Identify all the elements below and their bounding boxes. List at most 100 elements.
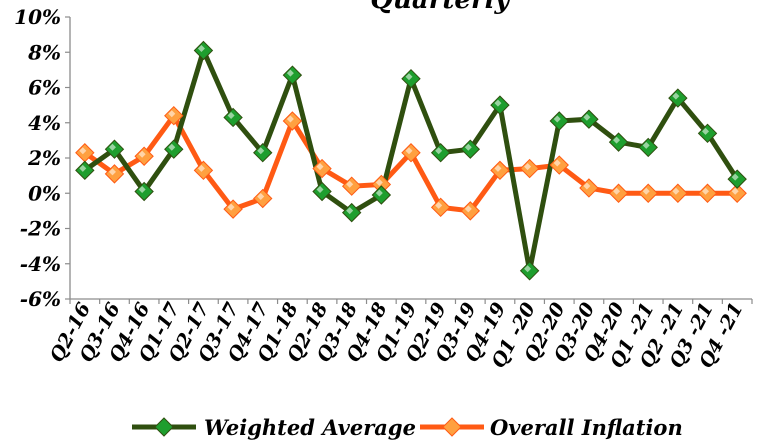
data-point-highlight	[672, 187, 680, 195]
data-point-0	[341, 202, 362, 223]
data-point-0	[549, 111, 569, 131]
data-point-highlight	[257, 193, 265, 201]
data-point-highlight	[405, 147, 413, 155]
data-point-0	[490, 95, 510, 115]
data-point-highlight	[524, 163, 532, 171]
data-point-1	[282, 111, 303, 131]
data-point-1	[638, 183, 658, 203]
data-point-1	[727, 183, 747, 203]
data-point-highlight	[731, 187, 739, 195]
data-point-1	[193, 160, 214, 181]
data-point-highlight	[286, 69, 294, 77]
data-point-highlight	[731, 173, 739, 181]
data-point-0	[430, 143, 451, 163]
data-point-highlight	[108, 143, 116, 151]
y-axis-labels: 10% 8% 6% 4% 2% 0% -2% -4% -6%	[14, 5, 61, 311]
data-point-highlight	[553, 159, 561, 167]
x-axis-labels: Q2-16Q3-16Q4-16Q1-17Q2-17Q3-17Q4-17Q1-18…	[46, 299, 748, 372]
data-point-highlight	[642, 187, 650, 195]
data-point-highlight	[375, 189, 383, 197]
data-point-highlight	[79, 164, 87, 172]
data-point-1	[312, 158, 332, 179]
data-point-highlight	[108, 168, 116, 176]
legend-marker-0	[154, 417, 174, 437]
data-point-highlight	[613, 187, 621, 195]
chart-axes	[65, 16, 753, 304]
data-point-1	[668, 183, 688, 203]
data-point-1	[430, 197, 451, 218]
data-point-1	[223, 199, 243, 219]
data-point-1	[401, 143, 421, 163]
data-point-0	[282, 65, 303, 85]
data-point-highlight	[346, 207, 354, 215]
data-point-0	[697, 123, 718, 144]
data-point-1	[341, 176, 362, 196]
data-point-highlight	[613, 136, 621, 144]
data-point-1	[697, 183, 718, 203]
data-point-1	[164, 105, 184, 126]
data-point-highlight	[227, 203, 235, 211]
chart-title: Quarterly	[370, 0, 511, 15]
data-point-highlight	[435, 147, 443, 155]
data-point-highlight	[375, 178, 383, 186]
data-point-highlight	[405, 73, 413, 81]
data-point-0	[668, 88, 688, 108]
data-point-1	[460, 201, 481, 221]
data-point-highlight	[435, 201, 443, 209]
y-tick-label: -6%	[20, 287, 61, 311]
data-point-0	[223, 107, 243, 128]
data-point-0	[519, 261, 540, 281]
data-point-highlight	[316, 163, 324, 171]
data-point-highlight	[197, 164, 205, 172]
legend-label-1: Overall Inflation	[490, 415, 683, 440]
data-point-highlight	[642, 141, 650, 149]
data-point-0	[727, 169, 747, 189]
data-point-1	[134, 146, 154, 166]
data-point-0	[638, 137, 658, 158]
series-markers	[75, 40, 747, 281]
y-tick-label: 6%	[28, 76, 61, 100]
data-point-highlight	[138, 150, 146, 158]
data-point-highlight	[494, 164, 502, 172]
data-point-highlight	[79, 147, 87, 155]
data-point-0	[608, 132, 629, 152]
legend-marker-1	[442, 417, 462, 437]
data-point-highlight	[346, 180, 354, 188]
data-point-0	[193, 40, 214, 61]
data-point-0	[401, 68, 421, 89]
data-point-0	[312, 181, 332, 202]
data-point-highlight	[583, 113, 591, 121]
data-point-0	[371, 185, 392, 205]
data-point-0	[460, 139, 481, 159]
data-point-0	[75, 160, 95, 181]
data-point-highlight	[702, 187, 710, 195]
data-point-highlight	[197, 44, 205, 52]
data-point-highlight	[464, 143, 472, 151]
y-tick-label: 2%	[27, 146, 61, 170]
data-point-0	[579, 109, 599, 129]
data-point-highlight	[672, 92, 680, 100]
data-point-1	[579, 178, 599, 198]
data-point-highlight	[257, 147, 265, 155]
y-tick-label: 4%	[28, 111, 61, 135]
data-point-1	[104, 164, 125, 184]
y-tick-label: 0%	[28, 181, 61, 205]
data-point-0	[253, 143, 273, 163]
data-point-1	[253, 188, 273, 209]
data-point-highlight	[583, 182, 591, 190]
data-point-highlight	[316, 185, 324, 193]
y-tick-label: -2%	[20, 217, 61, 241]
y-tick-label: -4%	[20, 252, 61, 276]
data-point-highlight	[553, 115, 561, 123]
data-point-highlight	[464, 205, 472, 213]
y-tick-label: 8%	[27, 40, 61, 64]
data-point-0	[104, 139, 125, 159]
data-point-1	[608, 183, 629, 203]
data-point-highlight	[494, 99, 502, 107]
data-point-highlight	[168, 143, 176, 151]
data-point-highlight	[168, 110, 176, 118]
data-point-highlight	[702, 127, 710, 135]
data-point-1	[519, 158, 540, 179]
series-line-1	[83, 111, 738, 214]
